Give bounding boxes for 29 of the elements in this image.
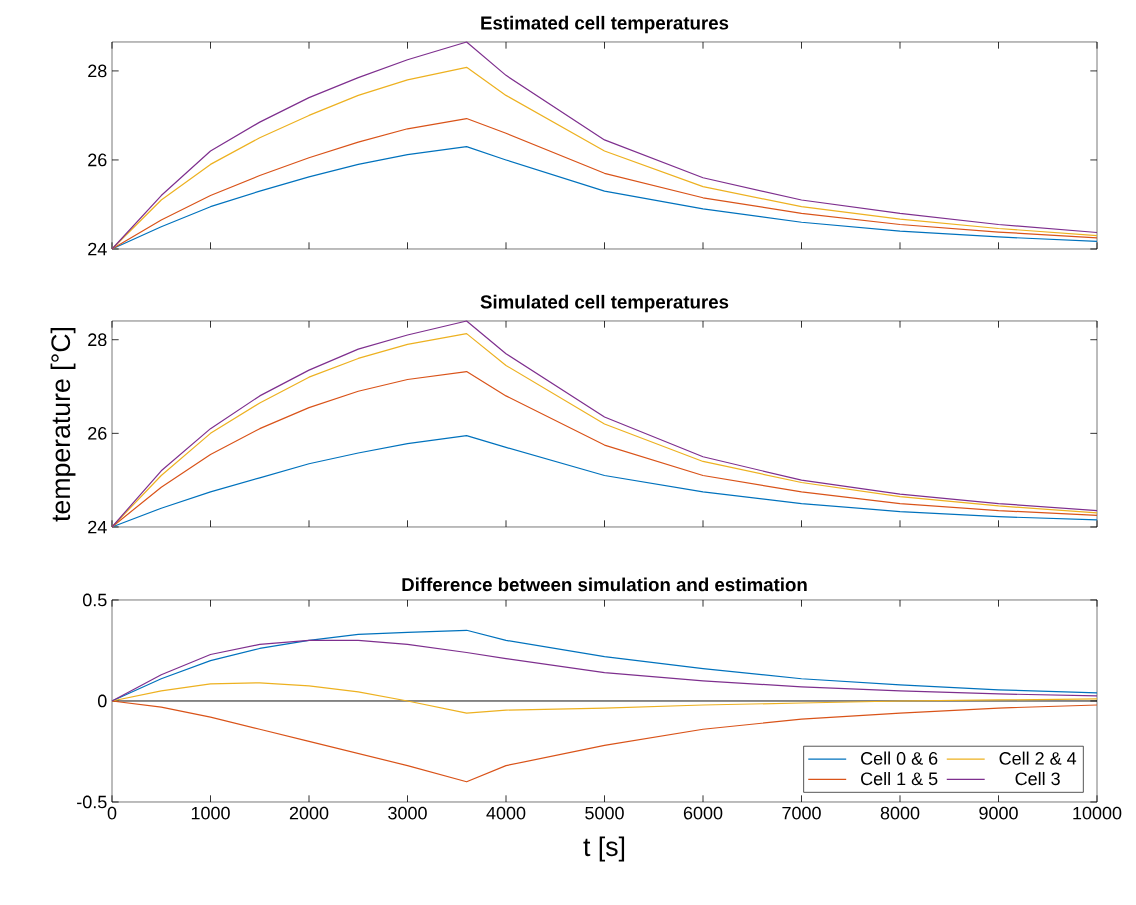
x-tick-label: 9000 [979, 806, 1018, 820]
y-tick-label: 26 [88, 426, 107, 440]
x-tick-label: 4000 [486, 806, 526, 820]
x-tick-label: 1000 [191, 806, 230, 820]
chart-title: Estimated cell temperatures [481, 15, 729, 34]
x-tick-label: 2000 [289, 806, 329, 820]
x-tick-label: 6000 [683, 806, 723, 820]
chart-title: Simulated cell temperatures [480, 294, 729, 313]
legend-label: Cell 3 [1015, 771, 1060, 786]
x-tick-label: 8000 [880, 806, 920, 820]
y-tick-label: -0.5 [77, 795, 107, 809]
y-tick-label: 0.5 [82, 593, 107, 607]
x-tick-label: 0 [107, 806, 117, 820]
x-axis-title: t [s] [583, 836, 625, 862]
legend-label: Cell 0 & 6 [861, 751, 938, 765]
chart-title: Difference between simulation and estimation [402, 577, 807, 592]
y-tick-label: 26 [88, 153, 107, 167]
y-tick-label: 28 [88, 333, 107, 347]
y-tick-label: 24 [88, 242, 107, 256]
y-tick-label: 28 [88, 64, 107, 78]
y-tick-label: 24 [88, 520, 107, 534]
y-axis-title: temperature [°C] [50, 327, 76, 522]
x-tick-label: 7000 [782, 806, 821, 820]
x-tick-label: 5000 [585, 806, 624, 820]
y-tick-label: 0 [97, 694, 107, 708]
legend-label: Cell 1 & 5 [861, 771, 938, 786]
x-tick-label: 10000 [1073, 806, 1122, 820]
x-tick-label: 3000 [388, 806, 427, 820]
legend-label: Cell 2 & 4 [999, 751, 1077, 765]
